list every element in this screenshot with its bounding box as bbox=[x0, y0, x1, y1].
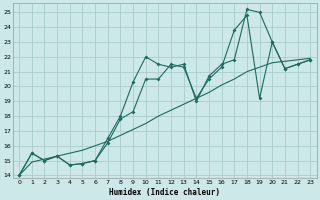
X-axis label: Humidex (Indice chaleur): Humidex (Indice chaleur) bbox=[109, 188, 220, 197]
